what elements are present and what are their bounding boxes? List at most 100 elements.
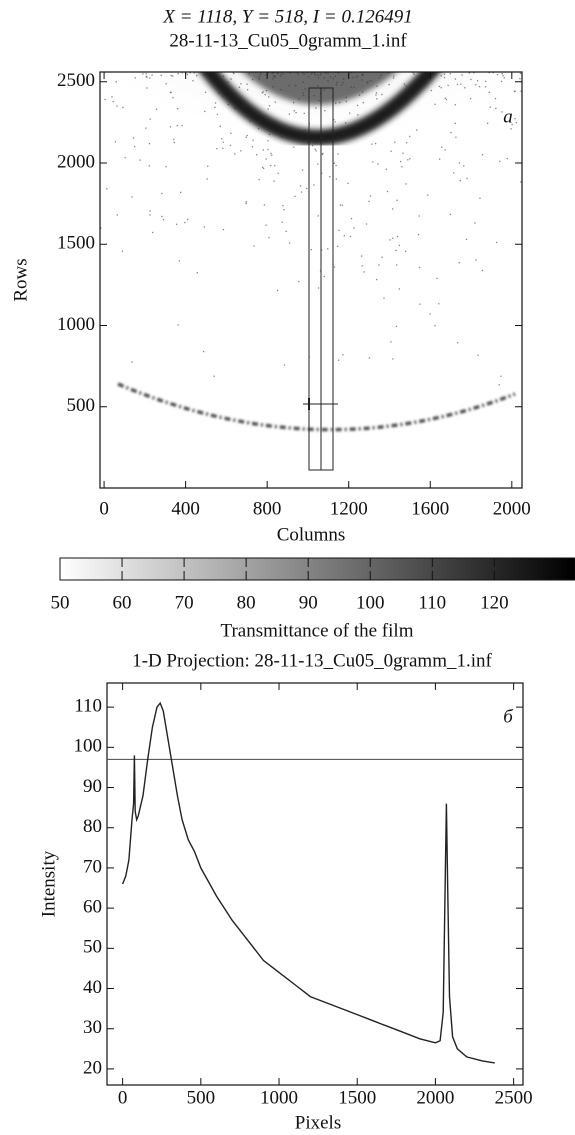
- colorbar: [59, 557, 575, 581]
- speckle: [249, 120, 251, 122]
- speckle: [175, 223, 178, 225]
- speckle: [132, 137, 135, 139]
- y-tick-label: 20: [83, 1057, 102, 1078]
- speckle: [111, 96, 113, 98]
- speckle: [298, 280, 300, 283]
- speckle: [145, 73, 147, 75]
- speckle: [349, 112, 351, 114]
- speckle: [307, 75, 309, 78]
- speckle: [454, 104, 456, 106]
- lower-ring: [117, 382, 516, 432]
- speckle: [248, 73, 250, 75]
- speckle: [372, 161, 374, 163]
- speckle: [360, 255, 363, 257]
- speckle: [486, 122, 489, 125]
- speckle: [333, 162, 335, 164]
- speckle: [459, 180, 461, 182]
- x-tick-label: 2500: [495, 1087, 533, 1108]
- speckle: [506, 157, 508, 160]
- speckle: [306, 187, 308, 190]
- speckle: [122, 106, 124, 109]
- speckle: [302, 92, 304, 94]
- speckle: [386, 190, 389, 193]
- speckle: [447, 84, 449, 87]
- speckle: [520, 90, 522, 92]
- speckle: [401, 166, 403, 168]
- panel-a-title: X = 1118, Y = 518, I = 0.126491: [162, 6, 412, 27]
- panel-a-letter: а: [503, 106, 513, 127]
- speckle: [395, 325, 398, 328]
- speckle: [476, 80, 479, 82]
- speckle: [313, 94, 315, 97]
- speckle: [392, 237, 394, 239]
- speckle: [322, 152, 324, 155]
- speckle: [277, 172, 279, 175]
- speckle: [405, 183, 407, 185]
- speckle: [402, 103, 404, 106]
- speckle: [403, 83, 406, 85]
- speckle: [385, 168, 387, 170]
- speckle: [219, 125, 221, 127]
- speckle: [296, 72, 298, 74]
- x-axis-label: Pixels: [295, 1112, 341, 1133]
- speckle: [395, 106, 398, 108]
- x-tick-label: 1500: [338, 1087, 376, 1108]
- speckle: [499, 160, 501, 163]
- speckle: [298, 98, 300, 100]
- speckle: [252, 139, 254, 141]
- speckle: [315, 150, 317, 152]
- speckle: [479, 197, 481, 199]
- speckle: [221, 138, 223, 140]
- speckle: [335, 178, 337, 180]
- speckle: [393, 75, 395, 77]
- speckle: [357, 114, 359, 116]
- speckle: [376, 85, 378, 87]
- speckle: [268, 105, 271, 107]
- speckle: [172, 96, 174, 99]
- speckle: [181, 124, 183, 127]
- speckle: [375, 94, 377, 96]
- speckle: [317, 287, 320, 289]
- panel-b-letter: б: [503, 706, 514, 727]
- speckle: [300, 191, 303, 193]
- x-tick-label: 2000: [416, 1087, 454, 1108]
- speckle: [267, 72, 269, 74]
- speckle: [353, 227, 355, 229]
- speckle: [331, 138, 333, 141]
- speckle: [357, 104, 359, 107]
- speckle: [430, 89, 432, 92]
- x-tick-label: 1600: [411, 498, 449, 519]
- speckle: [314, 148, 316, 150]
- speckle: [320, 249, 323, 251]
- speckle: [327, 72, 329, 74]
- speckle: [369, 195, 372, 197]
- speckle: [324, 110, 326, 112]
- speckle: [350, 86, 352, 88]
- speckle: [280, 88, 282, 91]
- speckle: [444, 97, 446, 99]
- speckle: [280, 73, 282, 76]
- speckle: [303, 112, 305, 115]
- speckle: [335, 83, 338, 86]
- speckle: [416, 129, 418, 131]
- speckle: [146, 87, 148, 89]
- speckle: [500, 80, 503, 83]
- speckle: [302, 130, 304, 132]
- speckle: [247, 113, 249, 115]
- selection-box: [320, 87, 334, 471]
- speckle: [259, 73, 261, 76]
- speckle: [295, 111, 297, 114]
- speckle: [321, 153, 324, 156]
- speckle: [423, 75, 425, 77]
- speckle: [139, 159, 141, 161]
- speckle: [342, 81, 344, 84]
- speckle: [460, 83, 462, 85]
- speckle: [409, 158, 411, 160]
- speckle: [323, 77, 325, 79]
- speckle: [327, 79, 329, 82]
- speckle: [262, 167, 265, 170]
- speckle: [325, 72, 327, 74]
- speckle: [207, 165, 209, 167]
- speckle: [513, 90, 516, 92]
